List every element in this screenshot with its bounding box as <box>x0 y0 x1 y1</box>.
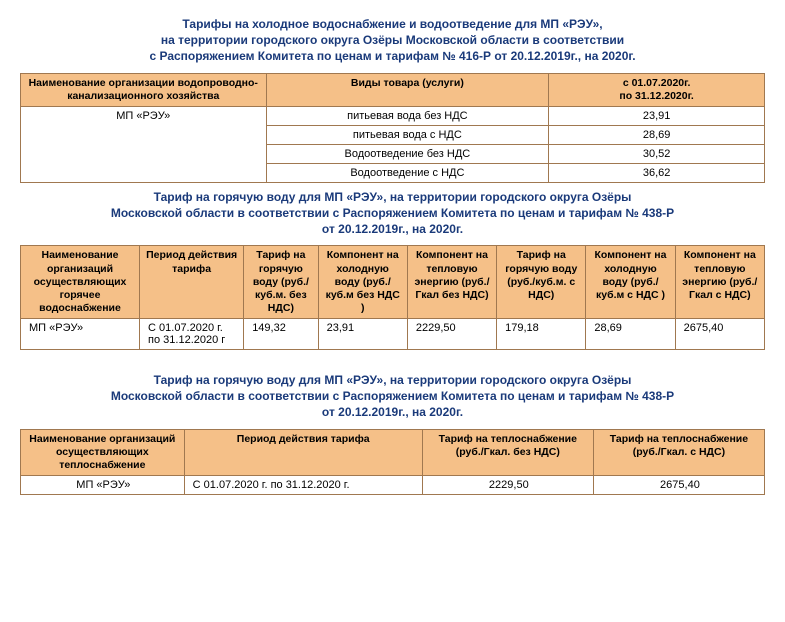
col-header: Наименование организаций осуществляющих … <box>21 429 185 475</box>
table-header-row: Наименование организаций осуществляющих … <box>21 246 765 319</box>
col-header: Наименование организаций осуществляющих … <box>21 246 140 319</box>
org-cell: МП «РЭУ» <box>21 319 140 350</box>
value-cell: 2675,40 <box>675 319 764 350</box>
col-header: Тариф на теплоснабжение (руб./Гкал. с НД… <box>593 429 764 475</box>
col-header: Компонент на холодную воду (руб./куб.м б… <box>318 246 407 319</box>
section2-title: Тариф на горячую воду для МП «РЭУ», на т… <box>20 189 765 238</box>
value-cell: 2229,50 <box>422 475 593 494</box>
table-header-row: Наименование организаций осуществляющих … <box>21 429 765 475</box>
col-header: Период действия тарифа <box>184 429 422 475</box>
table-row: МП «РЭУ» питьевая вода без НДС 23,91 <box>21 106 765 125</box>
value-cell: 179,18 <box>497 319 586 350</box>
col-header: Период действия тарифа <box>140 246 244 319</box>
col-header: Наименование организации водопроводно- к… <box>21 73 267 106</box>
title-line: Московской области в соответствии с Расп… <box>111 206 674 220</box>
org-cell: МП «РЭУ» <box>21 475 185 494</box>
title-line: от 20.12.2019г., на 2020г. <box>322 405 463 419</box>
service-cell: питьевая вода без НДС <box>266 106 549 125</box>
title-line: Тариф на горячую воду для МП «РЭУ», на т… <box>154 190 632 204</box>
service-cell: питьевая вода с НДС <box>266 125 549 144</box>
title-line: от 20.12.2019г., на 2020г. <box>322 222 463 236</box>
period-cell: С 01.07.2020 г. по 31.12.2020 г. <box>184 475 422 494</box>
period-cell: С 01.07.2020 г. по 31.12.2020 г <box>140 319 244 350</box>
service-cell: Водоотведение с НДС <box>266 163 549 182</box>
cold-water-table: Наименование организации водопроводно- к… <box>20 73 765 183</box>
col-header: с 01.07.2020г. по 31.12.2020г. <box>549 73 765 106</box>
col-header: Компонент на тепловую энергию (руб./Гкал… <box>675 246 764 319</box>
table-row: МП «РЭУ» С 01.07.2020 г. по 31.12.2020 г… <box>21 475 765 494</box>
value-cell: 2229,50 <box>407 319 496 350</box>
heat-supply-table: Наименование организаций осуществляющих … <box>20 429 765 495</box>
col-header: Компонент на тепловую энергию (руб./Гкал… <box>407 246 496 319</box>
value-cell: 30,52 <box>549 144 765 163</box>
hot-water-table: Наименование организаций осуществляющих … <box>20 245 765 350</box>
value-cell: 149,32 <box>244 319 318 350</box>
title-line: Тариф на горячую воду для МП «РЭУ», на т… <box>154 373 632 387</box>
value-cell: 28,69 <box>549 125 765 144</box>
value-cell: 23,91 <box>549 106 765 125</box>
value-cell: 23,91 <box>318 319 407 350</box>
value-cell: 2675,40 <box>593 475 764 494</box>
header-text: с 01.07.2020г. <box>623 77 691 89</box>
header-text: по 31.12.2020г. <box>619 90 693 102</box>
title-line: на территории городского округа Озёры Мо… <box>161 33 624 47</box>
table-row: МП «РЭУ» С 01.07.2020 г. по 31.12.2020 г… <box>21 319 765 350</box>
org-cell: МП «РЭУ» <box>21 106 267 182</box>
title-line: Тарифы на холодное водоснабжение и водоо… <box>182 17 602 31</box>
col-header: Виды товара (услуги) <box>266 73 549 106</box>
col-header: Тариф на горячую воду (руб./куб.м. без Н… <box>244 246 318 319</box>
service-cell: Водоотведение без НДС <box>266 144 549 163</box>
col-header: Тариф на горячую воду (руб./куб.м. с НДС… <box>497 246 586 319</box>
col-header: Тариф на теплоснабжение (руб./Гкал. без … <box>422 429 593 475</box>
section1-title: Тарифы на холодное водоснабжение и водоо… <box>20 16 765 65</box>
title-line: Московской области в соответствии с Расп… <box>111 389 674 403</box>
col-header: Компонент на холодную воду (руб./куб.м с… <box>586 246 675 319</box>
section3-title: Тариф на горячую воду для МП «РЭУ», на т… <box>20 372 765 421</box>
value-cell: 28,69 <box>586 319 675 350</box>
table-header-row: Наименование организации водопроводно- к… <box>21 73 765 106</box>
value-cell: 36,62 <box>549 163 765 182</box>
title-line: с Распоряжением Комитета по ценам и тари… <box>149 49 635 63</box>
